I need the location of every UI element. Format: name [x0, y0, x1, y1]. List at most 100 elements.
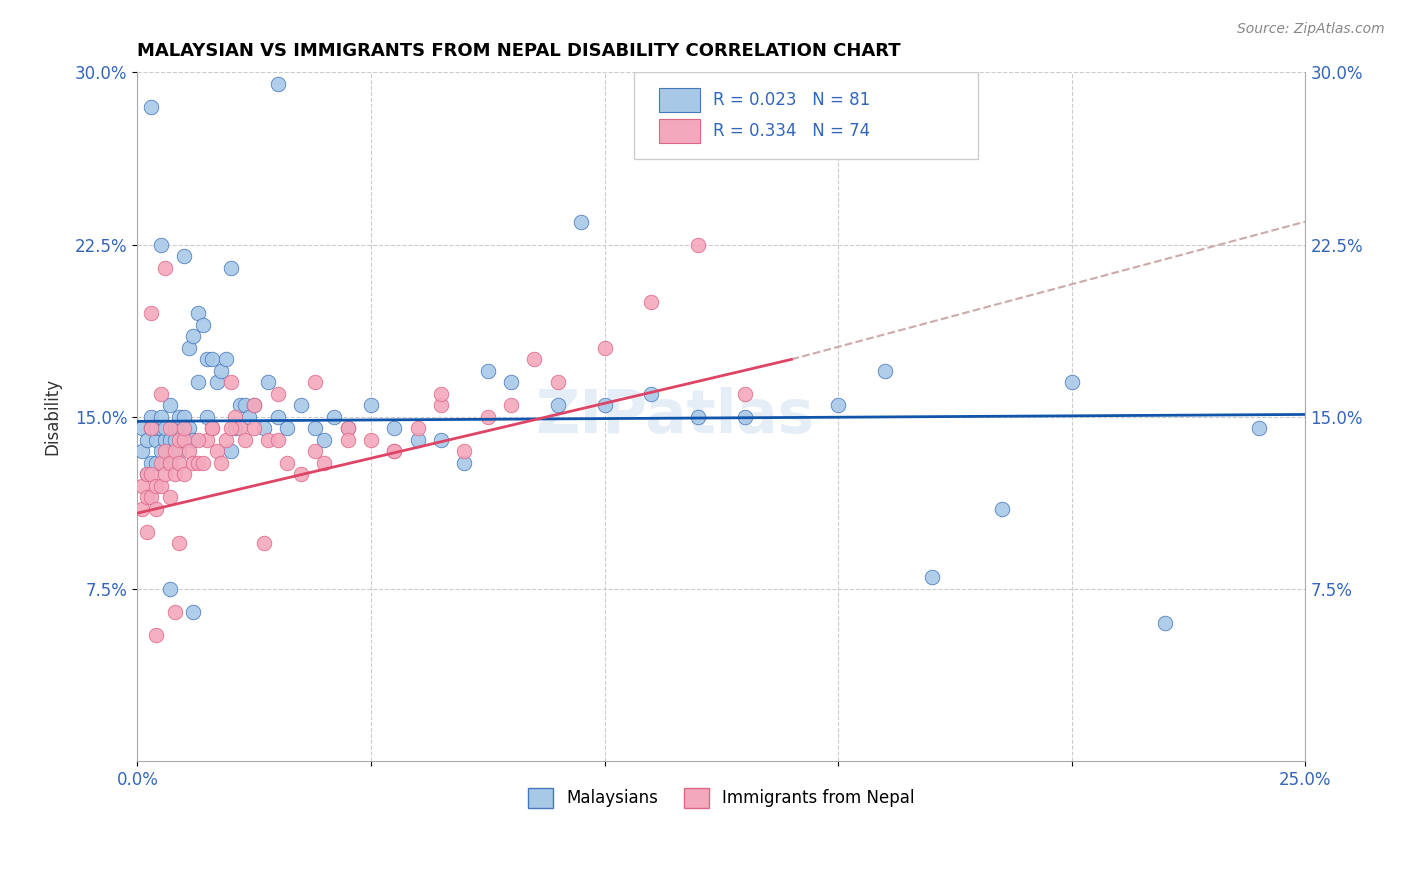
Point — [155, 421, 177, 435]
Text: MALAYSIAN VS IMMIGRANTS FROM NEPAL DISABILITY CORRELATION CHART: MALAYSIAN VS IMMIGRANTS FROM NEPAL DISAB… — [138, 42, 901, 60]
Point — [149, 237, 172, 252]
Point — [219, 421, 242, 435]
Point — [145, 501, 167, 516]
Point — [229, 421, 252, 435]
Point — [131, 444, 153, 458]
Point — [406, 433, 429, 447]
Point — [229, 398, 252, 412]
Point — [314, 433, 336, 447]
Point — [149, 444, 172, 458]
Point — [197, 409, 219, 424]
Point — [169, 536, 191, 550]
Point — [453, 444, 475, 458]
Point — [141, 100, 163, 114]
Point — [201, 421, 224, 435]
Point — [686, 409, 709, 424]
Text: Source: ZipAtlas.com: Source: ZipAtlas.com — [1237, 22, 1385, 37]
Point — [183, 456, 205, 470]
Point — [135, 490, 157, 504]
Point — [145, 433, 167, 447]
Point — [177, 421, 200, 435]
Point — [131, 478, 153, 492]
Text: R = 0.334   N = 74: R = 0.334 N = 74 — [713, 122, 870, 140]
Text: ZIPatlas: ZIPatlas — [536, 387, 814, 446]
Point — [169, 433, 191, 447]
Point — [304, 376, 326, 390]
Point — [131, 421, 153, 435]
Point — [219, 444, 242, 458]
Point — [219, 260, 242, 275]
Point — [453, 456, 475, 470]
Point — [593, 341, 616, 355]
Point — [159, 421, 181, 435]
Text: R = 0.023   N = 81: R = 0.023 N = 81 — [713, 91, 870, 109]
Point — [314, 456, 336, 470]
Point — [547, 398, 569, 412]
Point — [276, 456, 298, 470]
Point — [173, 421, 195, 435]
Point — [336, 421, 359, 435]
Point — [163, 433, 186, 447]
Point — [141, 490, 163, 504]
Point — [135, 467, 157, 482]
Point — [163, 605, 186, 619]
FancyBboxPatch shape — [634, 72, 979, 159]
Point — [252, 421, 274, 435]
Point — [243, 398, 266, 412]
Point — [191, 456, 214, 470]
Point — [921, 570, 943, 584]
Point — [523, 352, 546, 367]
Point — [183, 433, 205, 447]
Point — [211, 364, 233, 378]
Point — [173, 249, 195, 263]
Point — [173, 433, 195, 447]
Point — [569, 214, 592, 228]
Point — [141, 409, 163, 424]
Point — [135, 524, 157, 539]
Point — [640, 386, 662, 401]
Point — [141, 467, 163, 482]
Point — [238, 409, 260, 424]
Point — [173, 467, 195, 482]
Point — [145, 628, 167, 642]
Point — [257, 376, 280, 390]
Point — [266, 409, 288, 424]
Point — [155, 456, 177, 470]
Point — [149, 456, 172, 470]
Point — [406, 421, 429, 435]
Point — [640, 295, 662, 310]
Bar — [659, 87, 700, 112]
Point — [141, 456, 163, 470]
Point — [183, 329, 205, 343]
Point — [141, 421, 163, 435]
Point — [501, 376, 523, 390]
Point — [304, 421, 326, 435]
Point — [336, 421, 359, 435]
Point — [233, 398, 256, 412]
Point — [169, 456, 191, 470]
Point — [990, 501, 1012, 516]
Point — [155, 444, 177, 458]
Point — [187, 456, 209, 470]
Point — [163, 467, 186, 482]
Point — [159, 456, 181, 470]
Point — [197, 433, 219, 447]
Point — [205, 444, 228, 458]
Point — [686, 237, 709, 252]
Point — [322, 409, 344, 424]
Point — [266, 433, 288, 447]
Point — [1247, 421, 1270, 435]
Point — [224, 421, 246, 435]
Point — [266, 77, 288, 91]
Point — [430, 398, 453, 412]
Point — [215, 433, 238, 447]
Point — [1060, 376, 1083, 390]
Point — [159, 582, 181, 596]
Point — [191, 318, 214, 332]
Point — [135, 467, 157, 482]
Point — [187, 433, 209, 447]
Point — [266, 386, 288, 401]
Point — [149, 386, 172, 401]
Point — [149, 478, 172, 492]
Point — [276, 421, 298, 435]
